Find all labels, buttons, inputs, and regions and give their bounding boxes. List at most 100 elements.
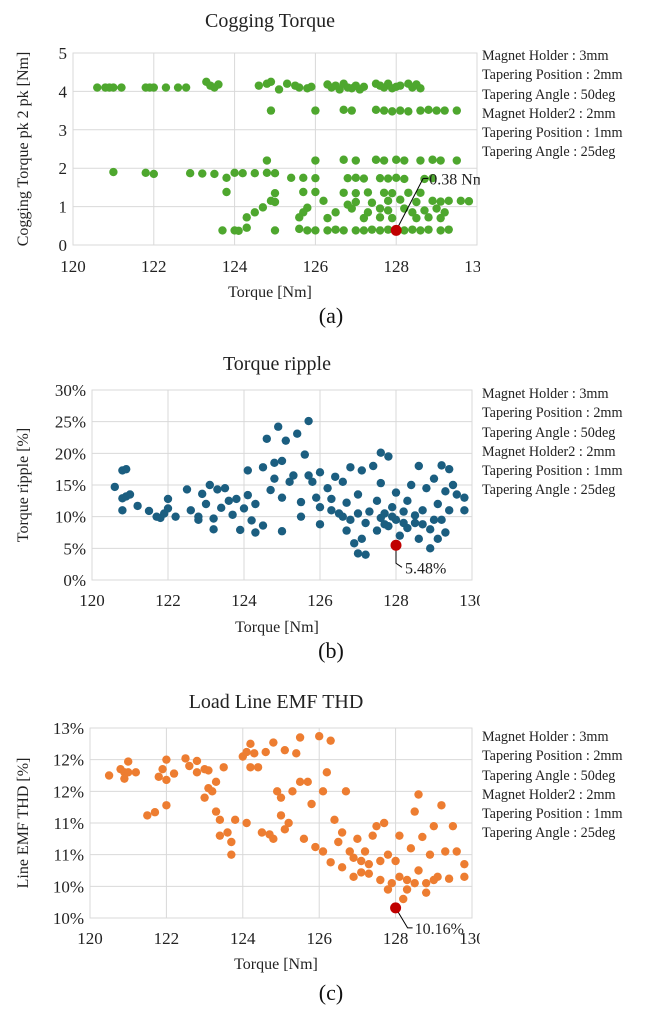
data-point [251,528,260,537]
data-point [387,107,397,116]
highlight-point [390,224,402,236]
data-point [247,516,256,525]
data-point [117,83,126,92]
data-point [339,188,348,197]
data-point [280,825,290,834]
data-point [304,416,313,426]
data-point [416,106,425,115]
data-point [211,777,221,787]
data-point [418,832,427,842]
data-point [292,749,301,758]
data-point [428,173,437,183]
chart-panel-cogging: Cogging Torque 0 1 2 3 4 5 120 122 124 126 128 130 To… [0,0,662,340]
data-point [242,213,251,222]
data-point [432,106,441,115]
data-point [300,450,309,459]
data-point [323,483,332,493]
data-point [357,868,366,877]
data-point [372,496,382,506]
data-point [429,821,438,831]
data-point [303,777,312,787]
data-point [436,226,445,235]
data-point [311,173,320,183]
data-point [395,531,404,540]
data-point [345,847,354,856]
highlight-label: 10.16% [415,921,464,938]
data-point [347,106,356,115]
data-point [416,156,425,165]
x-tick-label: 122 [154,929,180,948]
data-point [353,509,363,518]
chart-title: Torque ripple [223,353,331,375]
x-tick-label: 120 [79,591,105,610]
data-point [201,499,211,509]
data-point [232,494,241,504]
data-point [261,747,270,757]
data-point [383,206,393,215]
data-point [281,436,290,445]
y-axis-label: Line EMF THD [%] [15,758,32,889]
data-point [416,188,425,197]
data-point [367,198,377,207]
data-point [418,520,427,529]
data-point [383,196,393,206]
data-point [436,197,445,206]
data-point [375,213,385,222]
y-tick-label: 25% [55,413,86,432]
data-point [452,490,461,499]
y-tick-label: 5% [63,539,86,558]
data-point [421,878,431,888]
parameter-item: Tapering Position : 2mm [482,405,623,422]
data-point [285,477,294,487]
data-point [424,105,433,115]
data-point [227,837,236,847]
data-point [93,83,102,92]
data-point [198,169,207,178]
data-point [387,213,397,223]
data-point [236,525,245,535]
chart-title: Load Line EMF THD [189,691,364,713]
leader-line [395,545,403,568]
data-point [426,525,435,534]
data-point [342,498,351,507]
data-point [412,197,421,207]
data-point [214,80,223,89]
y-tick-label: 5 [59,44,68,63]
data-point [284,818,293,828]
data-point [339,105,348,115]
data-point [331,208,340,217]
data-point [204,766,213,775]
x-tick-label: 128 [383,591,409,610]
data-point [429,474,439,483]
data-point [396,106,405,115]
data-point [295,83,304,92]
data-point [295,733,305,742]
data-point [215,815,225,825]
parameter-item: Magnet Holder : 3mm [482,729,609,745]
data-point [422,483,431,493]
data-point [445,506,454,515]
data-point [282,79,292,88]
data-point [308,477,317,487]
leader-line [395,178,424,231]
data-point [277,456,287,466]
data-point [266,485,275,495]
x-tick-label: 128 [383,929,409,948]
data-point [311,187,320,197]
data-point [400,174,409,184]
data-point [254,81,264,90]
data-point [363,188,373,197]
data-point [299,834,309,844]
data-point [223,828,232,837]
parameter-list: Magnet Holder : 3mm Tapering Position : … [482,728,622,844]
data-point [436,156,445,165]
data-point [364,869,374,878]
data-point [367,225,377,234]
y-tick-label: 3 [59,121,68,140]
data-point [353,549,363,558]
data-point [276,793,286,802]
data-point [383,850,393,859]
data-point [276,811,286,820]
x-tick-label: 124 [222,257,248,276]
data-point [131,768,141,777]
